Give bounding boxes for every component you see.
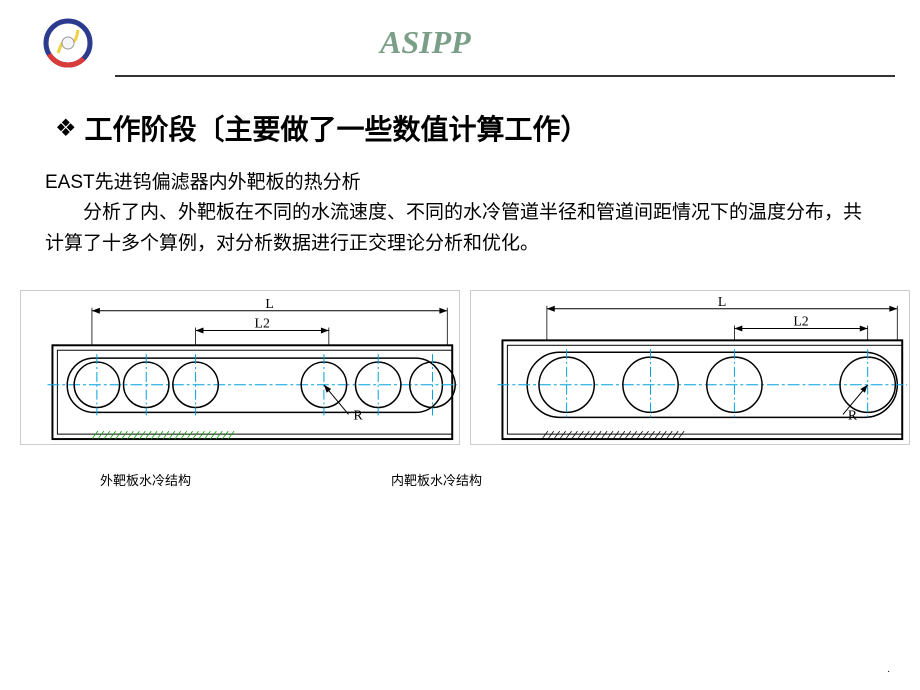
header-underline: [115, 75, 895, 77]
asipp-logo: [40, 15, 100, 70]
subtitle-line: EAST先进钨偏滤器内外靶板的热分析: [45, 168, 880, 198]
body-text: EAST先进钨偏滤器内外靶板的热分析 分析了内、外靶板在不同的水流速度、不同的水…: [45, 168, 880, 259]
slide-title: 工作阶段〔主要做了一些数值计算工作）: [85, 108, 589, 148]
brand-label: ASIPP: [380, 24, 471, 61]
figure-captions: 外靶板水冷结构 内靶板水冷结构: [100, 470, 482, 489]
svg-text:R: R: [354, 407, 364, 422]
svg-text:L2: L2: [255, 316, 270, 331]
caption-outer: 外靶板水冷结构: [100, 470, 191, 489]
page-indicator: .: [887, 664, 890, 675]
title-bullet: ❖: [55, 114, 77, 143]
svg-text:R: R: [848, 407, 858, 422]
slide-title-row: ❖ 工作阶段〔主要做了一些数值计算工作）: [55, 108, 589, 148]
body-paragraph: 分析了内、外靶板在不同的水流速度、不同的水冷管道半径和管道间距情况下的温度分布，…: [45, 198, 880, 259]
svg-text:L: L: [265, 296, 273, 311]
figure-outer-target: L L2 R: [20, 290, 460, 445]
figure-inner-target: L L2 R: [470, 290, 910, 445]
slide-header: ASIPP: [40, 15, 920, 70]
svg-text:L: L: [718, 294, 726, 309]
caption-inner: 内靶板水冷结构: [391, 470, 482, 489]
svg-text:L2: L2: [793, 314, 808, 329]
figures-row: L L2 R L L2 R: [20, 290, 920, 445]
